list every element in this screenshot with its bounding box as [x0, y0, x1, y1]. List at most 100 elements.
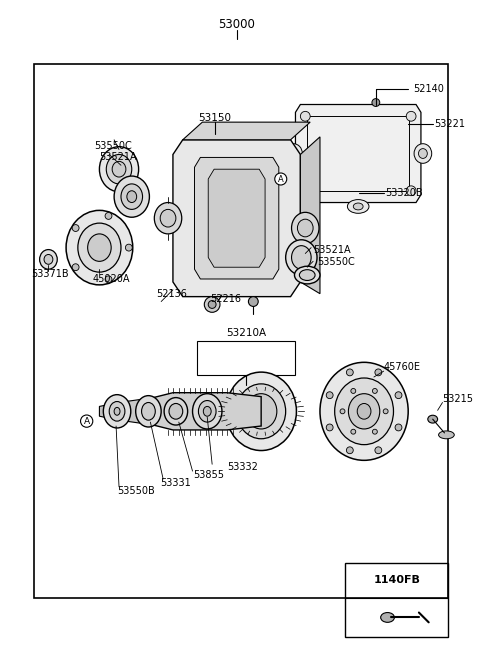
Ellipse shape	[295, 266, 320, 284]
Ellipse shape	[428, 415, 438, 423]
Text: 53550C: 53550C	[95, 140, 132, 151]
Ellipse shape	[300, 186, 310, 195]
Ellipse shape	[285, 144, 302, 163]
Ellipse shape	[395, 392, 402, 399]
Ellipse shape	[406, 112, 416, 121]
Ellipse shape	[99, 147, 139, 192]
Ellipse shape	[298, 219, 313, 237]
Ellipse shape	[72, 224, 79, 232]
Ellipse shape	[351, 429, 356, 434]
Text: 53332: 53332	[227, 462, 258, 472]
Ellipse shape	[383, 409, 388, 414]
Ellipse shape	[40, 249, 57, 269]
Ellipse shape	[375, 369, 382, 376]
Ellipse shape	[372, 429, 377, 434]
Ellipse shape	[406, 186, 416, 195]
Ellipse shape	[114, 176, 149, 217]
Ellipse shape	[340, 409, 345, 414]
Ellipse shape	[335, 378, 394, 445]
Ellipse shape	[353, 203, 363, 210]
Ellipse shape	[439, 431, 454, 439]
Ellipse shape	[372, 98, 380, 106]
Text: 1140FB: 1140FB	[373, 575, 420, 585]
Ellipse shape	[326, 392, 333, 399]
Bar	[197, 340, 296, 375]
Text: A: A	[84, 417, 90, 426]
Ellipse shape	[169, 403, 183, 419]
Ellipse shape	[414, 144, 432, 163]
Text: 52140: 52140	[413, 84, 444, 94]
Ellipse shape	[226, 372, 297, 451]
Text: 53550B: 53550B	[117, 485, 155, 496]
Ellipse shape	[300, 270, 315, 281]
Ellipse shape	[109, 401, 125, 421]
Ellipse shape	[348, 394, 380, 429]
Polygon shape	[296, 104, 421, 203]
Ellipse shape	[351, 388, 356, 394]
Ellipse shape	[357, 403, 371, 419]
Ellipse shape	[125, 244, 132, 251]
Polygon shape	[173, 140, 300, 297]
Text: 45760E: 45760E	[384, 362, 420, 372]
Ellipse shape	[164, 398, 188, 425]
Bar	[345, 563, 448, 637]
Ellipse shape	[245, 394, 277, 429]
Bar	[35, 64, 448, 598]
Ellipse shape	[127, 191, 137, 203]
Ellipse shape	[204, 407, 211, 416]
Ellipse shape	[372, 388, 377, 394]
Ellipse shape	[348, 199, 369, 213]
Ellipse shape	[198, 401, 216, 422]
Ellipse shape	[136, 396, 161, 427]
Polygon shape	[99, 403, 119, 420]
Ellipse shape	[105, 276, 112, 283]
Text: 53855: 53855	[193, 470, 225, 480]
Text: 52136: 52136	[156, 289, 187, 298]
Text: 53320B: 53320B	[385, 188, 423, 197]
Text: 53150: 53150	[199, 113, 231, 123]
Text: 45020A: 45020A	[93, 274, 130, 284]
Ellipse shape	[320, 362, 408, 461]
Ellipse shape	[192, 394, 222, 429]
Text: A: A	[278, 174, 284, 184]
Ellipse shape	[347, 447, 353, 454]
Ellipse shape	[289, 149, 298, 158]
Bar	[307, 116, 409, 191]
Ellipse shape	[286, 240, 317, 275]
Ellipse shape	[88, 234, 111, 261]
Ellipse shape	[112, 161, 126, 177]
Ellipse shape	[106, 155, 132, 184]
Polygon shape	[300, 137, 320, 294]
Ellipse shape	[105, 213, 112, 219]
Text: 53000: 53000	[218, 18, 255, 31]
Ellipse shape	[78, 223, 121, 272]
Ellipse shape	[347, 369, 353, 376]
Ellipse shape	[66, 211, 133, 285]
Ellipse shape	[44, 255, 53, 264]
Polygon shape	[153, 393, 261, 430]
Ellipse shape	[291, 245, 311, 269]
Text: 53371B: 53371B	[31, 269, 69, 279]
Ellipse shape	[326, 424, 333, 431]
Text: 53521A: 53521A	[99, 152, 137, 163]
Ellipse shape	[237, 384, 286, 439]
Ellipse shape	[160, 209, 176, 227]
Polygon shape	[119, 398, 153, 425]
Text: 53331: 53331	[160, 478, 191, 488]
Ellipse shape	[395, 424, 402, 431]
Ellipse shape	[154, 203, 182, 234]
Ellipse shape	[204, 297, 220, 312]
Text: 53221: 53221	[435, 119, 466, 129]
Text: 52216: 52216	[210, 294, 241, 304]
Polygon shape	[183, 122, 310, 140]
Ellipse shape	[114, 407, 120, 415]
Text: 53521A: 53521A	[313, 245, 351, 255]
Ellipse shape	[291, 213, 319, 243]
Ellipse shape	[375, 447, 382, 454]
Ellipse shape	[103, 395, 131, 428]
Ellipse shape	[208, 300, 216, 308]
Text: 53215: 53215	[443, 394, 473, 403]
Text: 53210A: 53210A	[227, 328, 266, 338]
Ellipse shape	[419, 149, 427, 158]
Ellipse shape	[300, 112, 310, 121]
